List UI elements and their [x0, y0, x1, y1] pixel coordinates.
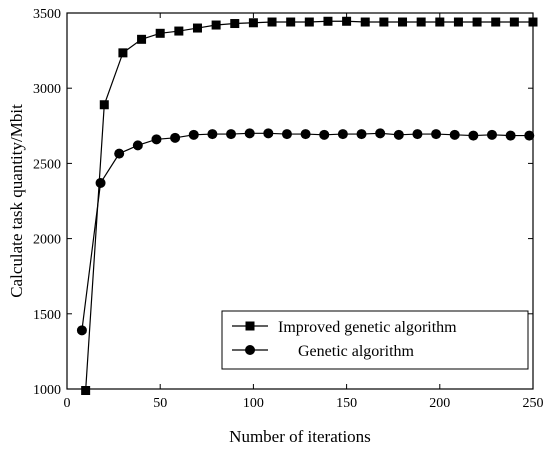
point-genetic: [356, 129, 367, 140]
point-genetic: [505, 130, 516, 141]
point-improved-genetic: [360, 17, 370, 27]
x-tick-label: 150: [336, 396, 357, 411]
point-genetic: [449, 129, 460, 140]
point-genetic: [393, 129, 404, 140]
x-tick-label: 100: [243, 396, 264, 411]
y-tick-label: 1000: [33, 383, 61, 398]
plot-area-frame: [66, 12, 534, 390]
y-tick-label: 2500: [33, 157, 61, 172]
point-genetic: [114, 148, 125, 159]
point-genetic: [244, 128, 255, 139]
y-axis-title: Calculate task quantity/Mbit: [7, 104, 26, 298]
x-tick-label: 50: [153, 396, 167, 411]
point-genetic: [281, 129, 292, 140]
point-genetic: [207, 129, 218, 140]
point-improved-genetic: [286, 17, 296, 27]
point-improved-genetic: [155, 28, 165, 38]
point-improved-genetic: [137, 34, 147, 44]
point-improved-genetic: [323, 16, 333, 26]
x-tick-label: 200: [429, 396, 450, 411]
y-tick-label: 2000: [33, 233, 61, 248]
point-improved-genetic: [304, 17, 314, 27]
legend-box: [221, 310, 529, 370]
legend: Improved genetic algorithm Genetic algor…: [221, 310, 529, 370]
point-genetic: [95, 177, 106, 188]
point-improved-genetic: [398, 17, 408, 27]
point-genetic: [524, 130, 535, 141]
series-layer: [76, 16, 538, 396]
point-improved-genetic: [230, 19, 240, 29]
point-genetic: [76, 325, 87, 336]
series-line-genetic: [81, 132, 530, 331]
point-improved-genetic: [192, 23, 202, 33]
point-improved-genetic: [81, 386, 91, 396]
point-genetic: [263, 128, 274, 139]
legend-label-genetic: Genetic algorithm: [298, 343, 415, 360]
x-tick-label: 250: [523, 396, 544, 411]
point-improved-genetic: [491, 17, 501, 27]
y-tick-label: 3000: [33, 82, 61, 97]
point-improved-genetic: [248, 18, 258, 28]
point-improved-genetic: [267, 17, 277, 27]
point-genetic: [337, 129, 348, 140]
y-tick-label: 1500: [33, 308, 61, 323]
point-improved-genetic: [528, 17, 538, 27]
point-genetic: [375, 128, 386, 139]
point-improved-genetic: [342, 16, 352, 26]
x-axis-title: Number of iterations: [229, 427, 371, 446]
point-genetic: [170, 132, 181, 143]
point-improved-genetic: [99, 100, 109, 110]
point-genetic: [300, 129, 311, 140]
point-improved-genetic: [211, 20, 221, 30]
point-genetic: [151, 134, 162, 145]
point-genetic: [188, 129, 199, 140]
point-genetic: [319, 129, 330, 140]
point-improved-genetic: [379, 17, 389, 27]
point-genetic: [226, 129, 237, 140]
point-improved-genetic: [174, 26, 184, 36]
legend-marker-square: [245, 321, 255, 331]
point-improved-genetic: [453, 17, 463, 27]
point-improved-genetic: [472, 17, 482, 27]
x-tick-label: 0: [64, 396, 71, 411]
point-improved-genetic: [435, 17, 445, 27]
axis-ticks: 0 50 100 150 200 250 1000 1500 2000 2500 3000 3500: [33, 7, 544, 411]
point-genetic: [412, 129, 423, 140]
point-improved-genetic: [118, 48, 128, 58]
point-genetic: [431, 129, 442, 140]
legend-marker-circle: [245, 345, 255, 355]
point-genetic: [468, 130, 479, 141]
point-genetic: [486, 129, 497, 140]
point-improved-genetic: [416, 17, 426, 27]
y-tick-label: 3500: [33, 7, 61, 22]
point-improved-genetic: [509, 17, 519, 27]
point-genetic: [132, 140, 143, 151]
legend-label-improved: Improved genetic algorithm: [278, 319, 457, 336]
